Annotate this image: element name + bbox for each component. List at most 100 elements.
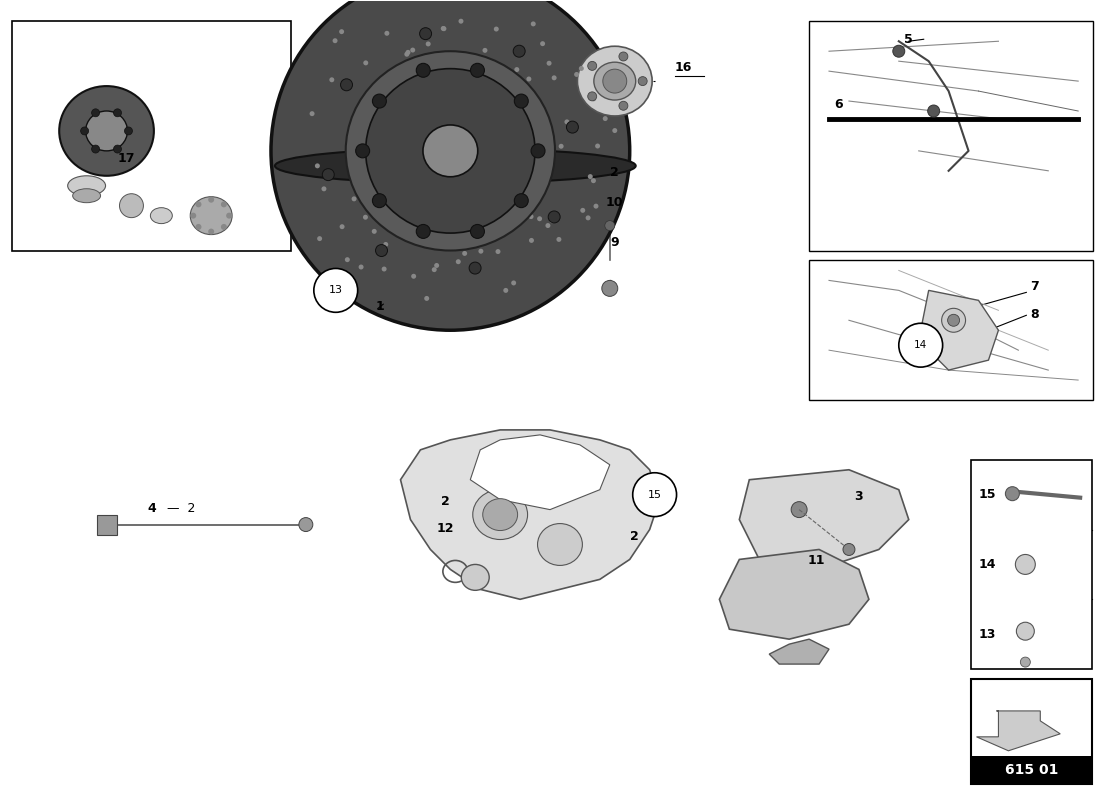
Circle shape (566, 121, 579, 133)
Circle shape (540, 41, 546, 46)
Circle shape (434, 263, 439, 268)
Ellipse shape (473, 490, 528, 539)
Circle shape (420, 101, 425, 106)
Circle shape (512, 281, 516, 286)
Circle shape (552, 75, 557, 80)
Ellipse shape (59, 86, 154, 176)
Ellipse shape (151, 208, 173, 224)
Circle shape (587, 62, 596, 70)
Circle shape (597, 76, 603, 82)
Bar (970, 756, 1092, 784)
Circle shape (514, 189, 518, 194)
Circle shape (1016, 622, 1034, 640)
Circle shape (899, 323, 943, 367)
Circle shape (441, 26, 447, 31)
Circle shape (405, 202, 409, 206)
Circle shape (509, 139, 515, 144)
Circle shape (341, 79, 352, 90)
Circle shape (455, 93, 461, 98)
Circle shape (515, 94, 528, 108)
Text: 17: 17 (118, 152, 135, 166)
Circle shape (315, 163, 320, 168)
Circle shape (407, 238, 411, 242)
Circle shape (382, 112, 386, 118)
Circle shape (405, 52, 409, 57)
Circle shape (515, 190, 519, 195)
Circle shape (348, 162, 353, 167)
Circle shape (221, 202, 227, 207)
Circle shape (534, 125, 538, 130)
Bar (970, 679, 1092, 784)
Text: 1: 1 (375, 300, 384, 314)
Circle shape (329, 78, 334, 82)
Circle shape (603, 116, 607, 121)
Circle shape (942, 308, 966, 332)
Circle shape (440, 74, 446, 78)
Circle shape (472, 213, 476, 218)
Circle shape (355, 144, 370, 158)
Text: 16: 16 (674, 61, 692, 74)
Circle shape (462, 54, 466, 58)
Circle shape (120, 194, 143, 218)
Circle shape (602, 281, 618, 296)
Circle shape (462, 251, 468, 256)
Circle shape (416, 63, 430, 78)
Circle shape (585, 215, 591, 220)
Circle shape (504, 288, 508, 293)
Circle shape (595, 143, 601, 149)
Circle shape (495, 249, 500, 254)
Text: 11: 11 (807, 554, 825, 567)
Circle shape (321, 186, 327, 191)
Circle shape (927, 105, 939, 117)
Text: 13: 13 (979, 628, 996, 641)
Text: 615 01: 615 01 (1004, 762, 1058, 777)
Circle shape (196, 224, 201, 230)
Circle shape (196, 202, 201, 207)
Circle shape (546, 223, 550, 228)
Circle shape (471, 225, 484, 238)
Circle shape (417, 86, 421, 91)
Circle shape (309, 111, 315, 116)
Circle shape (531, 22, 536, 26)
Circle shape (605, 221, 615, 230)
Polygon shape (977, 711, 1060, 750)
Circle shape (527, 123, 531, 128)
Circle shape (363, 214, 367, 220)
Circle shape (469, 262, 481, 274)
Circle shape (632, 473, 676, 517)
Circle shape (362, 147, 367, 152)
Circle shape (571, 125, 576, 130)
Text: 3: 3 (854, 490, 862, 502)
Circle shape (579, 66, 584, 71)
Bar (970, 460, 1092, 669)
Circle shape (408, 178, 412, 183)
Circle shape (619, 52, 628, 61)
Circle shape (421, 94, 427, 99)
Circle shape (425, 193, 430, 198)
Circle shape (559, 144, 563, 149)
Circle shape (485, 210, 491, 215)
Circle shape (352, 196, 356, 202)
Text: 14: 14 (979, 558, 996, 571)
Circle shape (537, 216, 542, 222)
Circle shape (526, 166, 530, 171)
Text: 5: 5 (904, 34, 913, 46)
Text: 7: 7 (1031, 280, 1040, 294)
Circle shape (529, 238, 534, 243)
Circle shape (527, 77, 531, 82)
Circle shape (431, 267, 437, 272)
Circle shape (372, 229, 376, 234)
Text: 2: 2 (610, 166, 619, 178)
Text: 15: 15 (648, 490, 661, 500)
Text: 8: 8 (1031, 308, 1040, 322)
Circle shape (619, 102, 628, 110)
Polygon shape (918, 290, 999, 370)
Ellipse shape (461, 565, 490, 590)
Circle shape (406, 50, 410, 55)
Bar (97, 514, 117, 534)
Text: 9: 9 (610, 235, 619, 249)
Ellipse shape (578, 46, 652, 116)
Circle shape (375, 245, 387, 257)
Circle shape (427, 94, 432, 98)
Circle shape (587, 174, 593, 179)
